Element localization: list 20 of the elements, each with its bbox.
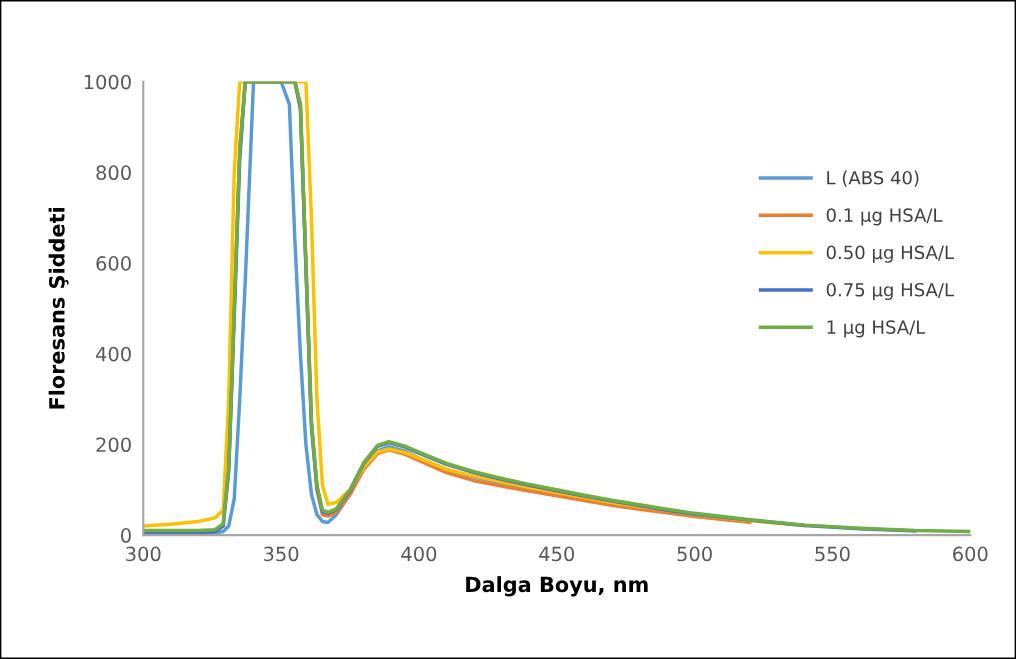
y-tick-label: 400 <box>95 346 131 362</box>
x-tick-label: 450 <box>539 546 575 562</box>
y-axis-title: Floresans Şiddeti <box>48 208 69 409</box>
legend-label: 0.1 µg HSA/L <box>826 208 943 226</box>
y-tick-label: 600 <box>96 256 131 271</box>
y-tick-label: 0 <box>121 528 131 543</box>
legend-label: 1 µg HSA/L <box>827 320 926 338</box>
y-tick-label: 200 <box>96 437 131 453</box>
legend-label: 0.50 µg HSA/L <box>826 245 954 263</box>
x-tick-label: 550 <box>815 546 850 562</box>
legend-label: 0.75 µg HSA/L <box>826 282 954 301</box>
y-tick-label: 800 <box>96 165 131 181</box>
x-axis-title: Dalga Boyu, nm <box>466 576 648 597</box>
legend-label: L (ABS 40) <box>827 170 919 187</box>
y-tick-label: 1000 <box>84 74 131 90</box>
x-tick-label: 400 <box>401 546 437 562</box>
x-tick-label: 500 <box>677 546 712 562</box>
x-tick-label: 300 <box>126 546 161 562</box>
x-tick-label: 600 <box>953 546 988 562</box>
x-tick-label: 350 <box>264 546 299 562</box>
